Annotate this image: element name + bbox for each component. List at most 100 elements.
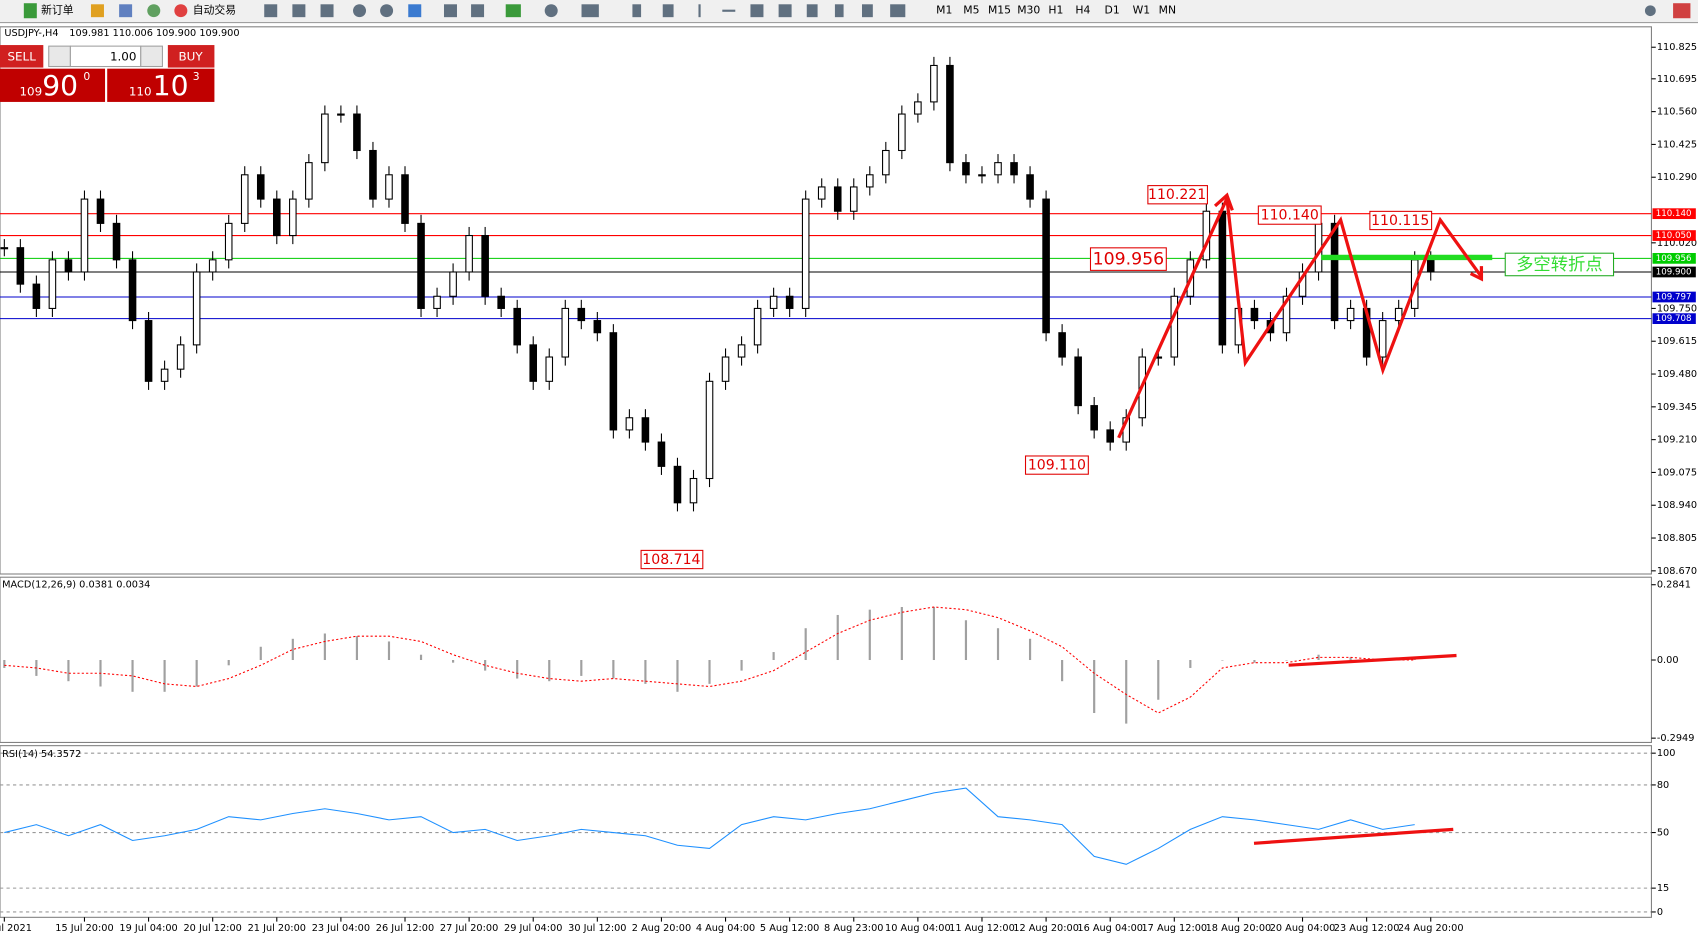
macd-bar: [1189, 660, 1192, 668]
macd-bar: [516, 660, 519, 679]
macd-bar: [964, 620, 968, 661]
lot-down[interactable]: [48, 45, 71, 68]
macd-bar: [708, 660, 711, 684]
tool-icon[interactable]: [834, 4, 844, 18]
x-tick-label: 19 Jul 04:00: [119, 923, 177, 934]
candle-body: [96, 198, 105, 224]
tool-icon[interactable]: [778, 4, 792, 18]
tool-icon[interactable]: [292, 4, 306, 18]
cursor-tool[interactable]: [632, 4, 642, 18]
crosshair-tool[interactable]: [662, 4, 674, 18]
tool-icon[interactable]: [861, 4, 873, 18]
rsi-title: RSI(14) 54.3572: [2, 749, 81, 760]
arrow-head: [1213, 192, 1234, 211]
tool-icon[interactable]: [443, 4, 457, 18]
x-tick-label: 24 Aug 20:00: [1398, 923, 1464, 934]
tool-icon[interactable]: [264, 4, 278, 18]
lot-up[interactable]: [140, 45, 163, 68]
level-tag: [1652, 266, 1696, 278]
timeframe-button[interactable]: M1: [936, 4, 952, 17]
timeframe-button[interactable]: M15: [988, 4, 1011, 17]
timeframe-button[interactable]: MN: [1159, 4, 1176, 17]
ask-big: 110: [129, 85, 152, 99]
tool-icon[interactable]: [320, 4, 334, 18]
ask-box[interactable]: [107, 68, 215, 102]
notifications[interactable]: [1673, 3, 1691, 19]
x-tick-label: 20 Jul 12:00: [184, 923, 242, 934]
macd-divergence-arrow: [1288, 653, 1457, 667]
candle-body: [305, 162, 313, 200]
timeframe-button[interactable]: M30: [1017, 4, 1040, 17]
trend-tool[interactable]: [750, 4, 764, 18]
tool-icon[interactable]: [890, 4, 906, 18]
tool-icon[interactable]: [147, 4, 161, 18]
tool-icon[interactable]: [544, 4, 558, 18]
tool-icon[interactable]: [581, 4, 599, 18]
x-tick-label: 18 Aug 20:00: [1206, 923, 1272, 934]
x-tick-label: 2 Aug 20:00: [632, 923, 691, 934]
candle-body: [1330, 222, 1339, 322]
new-order-button[interactable]: 新订单: [41, 4, 74, 17]
macd-bar: [772, 652, 775, 661]
candle-body: [721, 356, 730, 382]
candle-body: [449, 271, 457, 297]
candle-body: [64, 259, 73, 273]
annotation-box: [1257, 205, 1322, 225]
buy-button[interactable]: [167, 45, 215, 68]
candle-body: [866, 174, 874, 188]
macd-bar: [644, 660, 647, 684]
macd-bar: [1317, 654, 1320, 661]
level-label: 109.956: [1656, 254, 1692, 264]
macd-bar: [1125, 660, 1128, 724]
candle-body: [1426, 259, 1435, 273]
timeframe-button[interactable]: H4: [1075, 4, 1090, 17]
macd-bar: [1349, 657, 1352, 661]
level-label: 110.050: [1656, 231, 1692, 241]
candle-body: [561, 307, 570, 358]
tool-icon[interactable]: [806, 4, 818, 18]
candle-body: [769, 295, 778, 309]
candle-body: [80, 198, 89, 273]
candle-body: [737, 344, 746, 358]
macd-bar: [67, 660, 70, 682]
level-tag: [1652, 313, 1696, 324]
zoom-in[interactable]: [353, 4, 367, 18]
toolbar-icons: [264, 3, 1691, 19]
vline-tool[interactable]: [698, 4, 701, 18]
tool-icon[interactable]: [471, 4, 485, 18]
bid-box[interactable]: [0, 68, 106, 102]
tool-icon[interactable]: [90, 4, 104, 18]
candle-body: [946, 64, 954, 164]
candle-body: [0, 247, 9, 250]
candle-body: [833, 186, 842, 212]
chart-quote: 109.981 110.006 109.900 109.900: [69, 28, 239, 39]
tool-icon[interactable]: [505, 4, 521, 18]
macd-bar: [3, 660, 6, 668]
level-tag: [1652, 230, 1696, 241]
annotation-box: [1147, 185, 1208, 205]
candle-body: [962, 162, 970, 176]
timeframe-button[interactable]: H1: [1048, 4, 1063, 17]
candle-body: [593, 320, 602, 334]
zoom-out[interactable]: [380, 4, 394, 18]
timeframe-button[interactable]: W1: [1133, 4, 1151, 17]
sell-button[interactable]: [0, 45, 44, 68]
tool-icon[interactable]: [119, 4, 133, 18]
timeframe-button[interactable]: M5: [963, 4, 979, 17]
auto-trade-button[interactable]: 自动交易: [193, 4, 236, 17]
candle-body: [417, 222, 425, 309]
candle-body: [401, 174, 409, 224]
lot-value: 1.00: [110, 49, 136, 63]
macd-bar: [996, 628, 1000, 661]
tool-icon[interactable]: [408, 4, 422, 18]
annotation-box: [640, 549, 704, 570]
x-tick-label: 14 Jul 2021: [0, 923, 32, 934]
candle-body: [914, 101, 922, 115]
candle-body: [176, 344, 185, 370]
hline-tool[interactable]: [722, 9, 736, 12]
y-tick-label: 0.00: [1657, 655, 1679, 666]
search[interactable]: [1644, 5, 1656, 17]
timeframe-button[interactable]: D1: [1105, 4, 1120, 17]
y-tick-label: 110.560: [1657, 107, 1697, 118]
candle-body: [481, 234, 489, 297]
